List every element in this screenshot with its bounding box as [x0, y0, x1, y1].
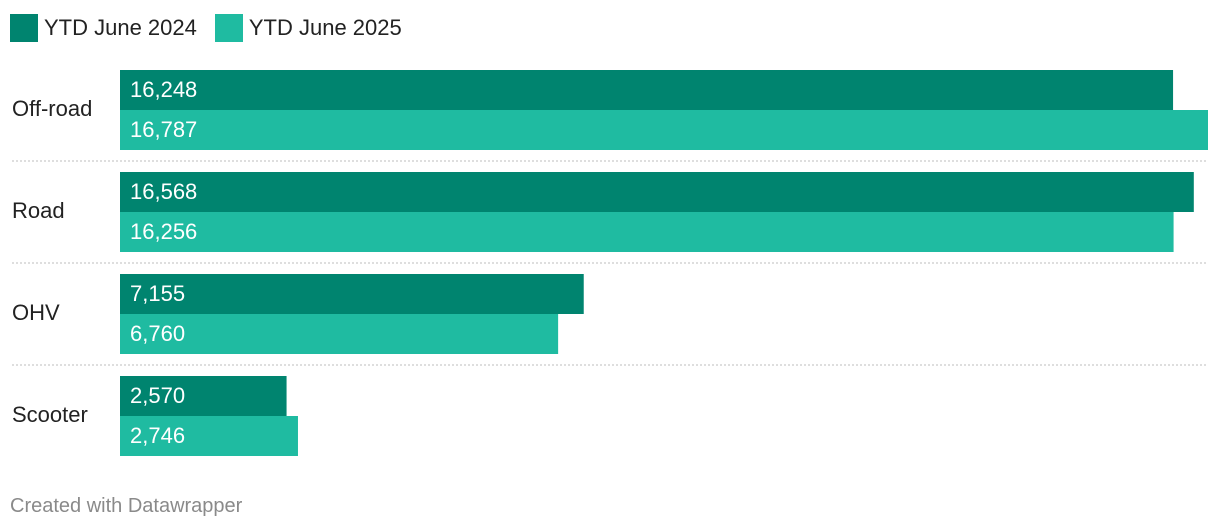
legend-label-2025: YTD June 2025 — [248, 15, 402, 40]
category-label-road: Road — [12, 198, 65, 223]
value-label-road-2024: 16,568 — [130, 179, 197, 204]
value-label-scooter-2024: 2,570 — [130, 383, 185, 408]
value-label-off-road-2024: 16,248 — [130, 77, 197, 102]
category-label-scooter: Scooter — [12, 402, 88, 427]
bar-road-2025 — [120, 212, 1174, 252]
value-label-road-2025: 16,256 — [130, 219, 197, 244]
bar-chart: Off-road 16,248 16,787 Road 16,568 16,256 OHV 7… — [12, 70, 1208, 456]
bar-ohv-2024 — [120, 274, 584, 314]
bar-off-road-2025 — [120, 110, 1208, 150]
category-label-off-road: Off-road — [12, 96, 92, 121]
legend-item-2024: YTD June 2024 — [10, 14, 197, 42]
bar-ohv-2025 — [120, 314, 559, 354]
bar-road-2024 — [120, 172, 1194, 212]
value-label-off-road-2025: 16,787 — [130, 117, 197, 142]
value-label-scooter-2025: 2,746 — [130, 423, 185, 448]
legend-swatch-2024 — [10, 14, 38, 42]
chart-legend: YTD June 2024 YTD June 2025 — [10, 13, 420, 43]
bar-off-road-2024 — [120, 70, 1174, 110]
legend-swatch-2025 — [214, 14, 243, 42]
category-label-ohv: OHV — [12, 300, 60, 325]
legend-item-2025: YTD June 2025 — [214, 14, 402, 42]
bar-scooter-2025 — [120, 416, 298, 456]
value-label-ohv-2024: 7,155 — [130, 281, 185, 306]
footer-credit[interactable]: Created with Datawrapper — [10, 495, 243, 517]
bar-scooter-2024 — [120, 376, 287, 416]
legend-label-2024: YTD June 2024 — [44, 15, 197, 40]
value-label-ohv-2025: 6,760 — [130, 321, 185, 346]
